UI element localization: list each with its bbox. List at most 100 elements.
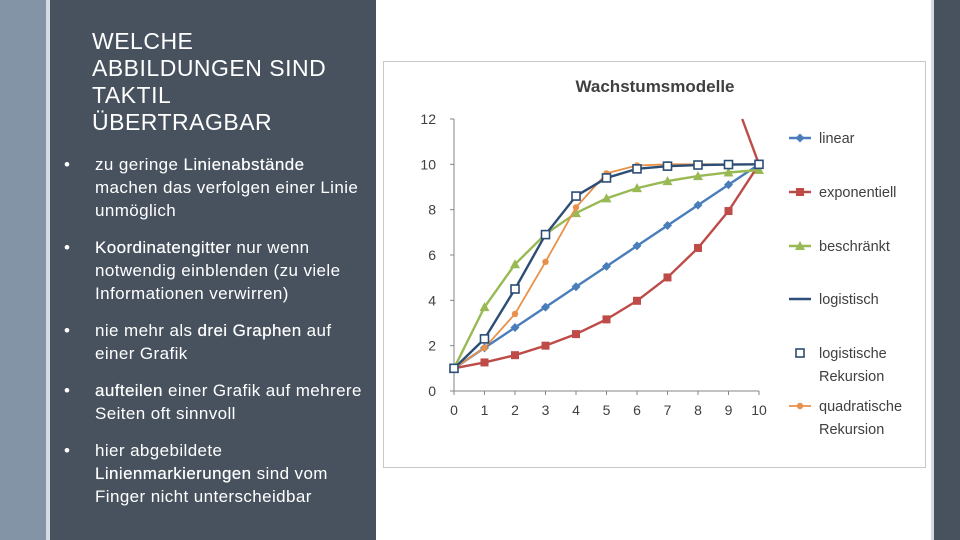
data-point <box>510 284 520 294</box>
bullet-text: einer Grafik auf mehrere Seiten oft sinn… <box>95 381 362 423</box>
bullet-item: • aufteilen einer Grafik auf mehrere Seit… <box>64 379 364 425</box>
legend-label: linear <box>819 131 855 147</box>
legend-label: Rekursion <box>819 369 884 385</box>
text-panel: WELCHE ABBILDUNGEN SIND TAKTIL ÜBERTRAGB… <box>50 0 376 540</box>
x-tick-label: 10 <box>751 402 767 418</box>
x-tick-label: 6 <box>633 402 641 418</box>
y-tick-label: 12 <box>420 111 436 127</box>
slide-title-line: ABBILDUNGEN SIND <box>92 55 327 81</box>
right-edge-band <box>934 0 960 540</box>
legend-label: logistisch <box>819 292 879 308</box>
data-point <box>723 159 734 170</box>
data-point <box>693 200 703 210</box>
data-point <box>724 207 733 216</box>
data-point <box>541 302 550 312</box>
data-point <box>511 351 519 360</box>
left-edge-line <box>46 0 50 540</box>
bullet-dot-icon: • <box>64 155 71 174</box>
data-point <box>541 341 550 350</box>
legend-label: Rekursion <box>819 422 884 438</box>
bullet-item: • hier abgebildete Linienmarkierungen sin… <box>64 439 364 508</box>
data-point <box>542 258 549 265</box>
chart-frame: Wachstumsmodelle 0 2 4 6 8 10 12 0 1 2 3 4 5 6 7 8 9 10 lin… <box>383 61 926 468</box>
data-point <box>754 165 764 174</box>
bullet-text: sind vom Finger nicht unterscheidbar <box>95 464 328 506</box>
legend-marker <box>796 402 804 410</box>
legend-marker <box>796 188 804 196</box>
bullet-emphasis: Linienabstände <box>183 155 305 174</box>
data-point <box>662 161 673 171</box>
data-point <box>510 259 520 269</box>
y-tick-label: 4 <box>428 292 436 308</box>
series-line <box>453 118 761 370</box>
bullet-dot-icon: • <box>64 321 71 340</box>
data-point <box>480 358 489 367</box>
y-tick-label: 10 <box>420 156 436 172</box>
bullet-list: • zu geringe Linienabstände machen das ve… <box>64 153 364 522</box>
slide-title-line: TAKTIL <box>92 82 172 108</box>
left-edge-band <box>0 0 46 540</box>
data-point <box>601 193 612 203</box>
data-point <box>602 315 611 324</box>
bullet-text: nie mehr als <box>95 321 198 340</box>
x-tick-label: 8 <box>694 402 702 418</box>
chart-title: Wachstumsmodelle <box>575 77 734 96</box>
data-point <box>754 159 764 170</box>
data-point <box>633 296 641 305</box>
x-tick-label: 7 <box>664 402 672 418</box>
data-point <box>632 164 642 174</box>
slide-title: WELCHE ABBILDUNGEN SIND TAKTIL ÜBERTRAGB… <box>92 28 362 136</box>
data-point <box>571 208 581 218</box>
bullet-dot-icon: • <box>64 441 71 460</box>
data-point <box>481 344 488 352</box>
y-tick-label: 6 <box>428 247 436 263</box>
legend-marker <box>795 241 805 250</box>
x-tick-label: 2 <box>511 402 519 418</box>
data-point <box>572 330 580 339</box>
y-tick-label: 8 <box>428 202 436 218</box>
legend-marker <box>795 133 805 143</box>
bullet-dot-icon: • <box>64 238 71 257</box>
data-point <box>540 229 551 240</box>
slide-title-line: ÜBERTRAGBAR <box>92 109 273 135</box>
data-point <box>449 363 459 374</box>
data-point <box>694 243 702 252</box>
bullet-emphasis: aufteilen <box>95 381 163 400</box>
y-tick-label: 2 <box>428 338 436 354</box>
legend-label: logistische <box>819 346 887 362</box>
data-point <box>632 241 642 251</box>
slide-title-line: WELCHE <box>92 28 194 54</box>
data-point <box>571 191 581 201</box>
x-tick-label: 0 <box>450 402 458 418</box>
data-point <box>601 173 612 183</box>
x-tick-label: 1 <box>481 402 489 418</box>
legend-label: exponentiell <box>819 185 896 201</box>
data-point <box>663 273 672 282</box>
legend-marker <box>795 348 805 358</box>
right-edge-line <box>931 0 934 540</box>
data-point <box>572 204 580 211</box>
bullet-item: • zu geringe Linienabstände machen das ve… <box>64 153 364 222</box>
data-point <box>571 282 581 292</box>
legend-label: beschränkt <box>819 239 890 255</box>
bullet-text: nur wenn notwendig einblenden (zu viele … <box>95 238 341 303</box>
bullet-item: • nie mehr als drei Graphen auf einer Gra… <box>64 319 364 365</box>
data-point <box>511 310 519 318</box>
legend-label: quadratische <box>819 399 902 415</box>
bullet-emphasis: Koordinatengitter <box>95 238 232 257</box>
data-point <box>510 323 520 333</box>
x-tick-label: 4 <box>572 402 580 418</box>
bullet-dot-icon: • <box>64 381 71 400</box>
data-point <box>693 160 703 170</box>
y-tick-label: 0 <box>428 383 436 399</box>
bullet-emphasis: Linienmarkierungen <box>95 464 252 483</box>
bullet-text: zu geringe <box>95 155 184 174</box>
data-point <box>632 183 642 193</box>
data-point <box>663 221 672 231</box>
data-point <box>602 261 611 271</box>
x-tick-label: 5 <box>603 402 611 418</box>
data-point <box>479 334 490 344</box>
x-tick-label: 9 <box>725 402 733 418</box>
data-point <box>723 167 734 177</box>
